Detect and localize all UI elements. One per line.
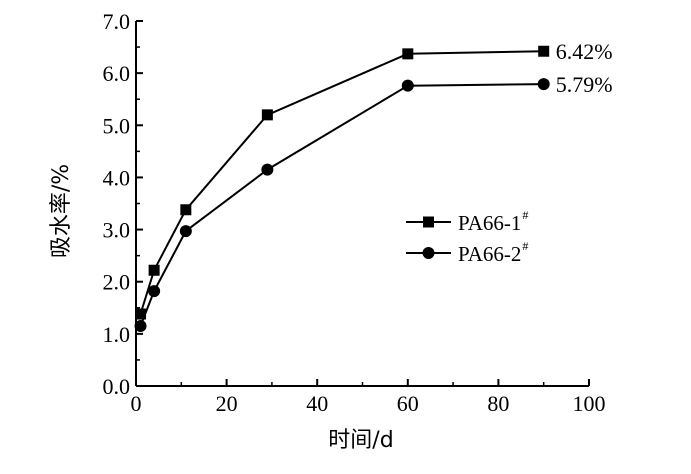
series-layer: 6.42% 5.79% [134,39,613,333]
data-point [537,78,550,91]
axes: 0 20 40 60 80 100 0.0 1.0 2.0 3.0 4.0 5.0 6.0 7.0 [103,9,606,416]
series-line [139,83,544,327]
y-tick-label: 4.0 [103,165,131,190]
data-point [179,225,192,238]
data-point [538,45,550,57]
legend-label-superscript: # [522,239,528,253]
data-point [148,285,161,298]
x-tick-label: 60 [397,391,419,416]
data-point [134,320,147,333]
data-point [261,163,274,176]
legend-label: PA66-2 [458,242,521,266]
legend: PA66-1 #PA66-2 # [406,208,528,266]
series-pa66-2: 5.79% [134,72,613,333]
x-tick-label: 100 [573,391,606,416]
legend-item: PA66-1 # [406,208,528,235]
data-point [261,109,273,121]
y-tick-label: 2.0 [103,270,131,295]
data-point [135,308,147,320]
x-tick-label: 0 [131,391,142,416]
series-pa66-1: 6.42% [135,39,613,320]
y-axis-title: 吸水率/% [49,164,74,258]
data-point [402,48,414,60]
data-point [401,79,414,92]
data-point [148,264,160,276]
y-tick-label: 5.0 [103,113,131,138]
legend-label: PA66-1 [458,211,521,235]
x-axis-title: 时间/d [328,428,393,453]
legend-item: PA66-2 # [406,239,528,266]
x-tick-label: 80 [487,391,509,416]
series-line [139,50,544,315]
y-tick-label: 0.0 [103,374,131,399]
legend-marker [422,247,435,259]
end-value-label: 6.42% [556,39,613,64]
data-point [180,204,192,216]
x-tick-label: 40 [306,391,328,416]
y-tick-label: 3.0 [103,218,131,243]
y-tick-label: 7.0 [103,9,131,34]
legend-label-superscript: # [522,208,528,222]
x-tick-label: 20 [216,391,238,416]
y-tick-label: 6.0 [103,61,131,86]
legend-marker [423,216,434,228]
y-tick-label: 1.0 [103,322,131,347]
end-value-label: 5.79% [556,72,613,97]
